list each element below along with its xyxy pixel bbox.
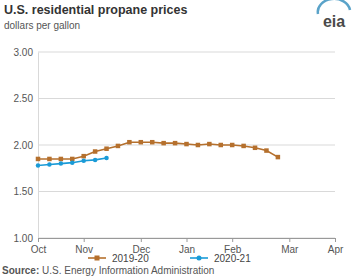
x-tick-mark (187, 238, 188, 242)
y-tick-label: 2.00 (14, 140, 34, 151)
x-tick: Nov (75, 238, 93, 255)
legend-label: 2019-20 (112, 253, 149, 264)
logo-arc (318, 0, 350, 14)
legend: 2019-20 2020-21 (88, 253, 251, 264)
series-0 (36, 140, 280, 161)
grid (38, 52, 335, 238)
x-tick: Mar (281, 238, 299, 255)
x-tick-mark (84, 238, 85, 242)
y-tick-label: 2.50 (14, 93, 34, 104)
grid-line (38, 191, 335, 192)
x-tick-label: Apr (328, 244, 344, 255)
x-tick-mark (232, 238, 233, 242)
chart: U.S. residential propane prices dollars p… (0, 0, 354, 279)
series-line (38, 142, 278, 159)
series-marker (196, 143, 201, 148)
x-tick-mark (289, 238, 290, 242)
series-marker (81, 159, 86, 164)
series-marker (230, 143, 235, 148)
series-marker (59, 161, 64, 166)
series-marker (47, 157, 52, 162)
x-tick-mark (335, 238, 336, 242)
series-marker (264, 148, 269, 153)
grid-line (38, 98, 335, 99)
y-axis-line (38, 53, 39, 239)
series-marker (81, 154, 86, 159)
y-tick-label: 3.00 (14, 47, 34, 58)
x-tick-mark (38, 238, 39, 242)
y-axis: 1.00 1.50 2.00 2.50 3.00 (14, 47, 39, 244)
series-marker (93, 149, 98, 154)
series-marker (104, 146, 109, 151)
y-tick-label: 1.50 (14, 186, 34, 197)
logo-text: eia (323, 13, 345, 30)
y-tick: 2.00 (14, 140, 38, 151)
logo: eia (318, 0, 350, 30)
plot-area (36, 140, 280, 168)
chart-container: U.S. residential propane prices dollars p… (0, 0, 354, 279)
series-marker (93, 158, 98, 163)
series-marker (161, 141, 166, 146)
x-tick-label: Mar (281, 244, 299, 255)
x-tick-mark (141, 238, 142, 242)
series-marker (36, 157, 41, 162)
grid-line (38, 52, 335, 53)
x-tick: Jan (179, 238, 195, 255)
legend-marker (95, 256, 100, 261)
y-tick: 1.00 (14, 233, 38, 244)
series-marker (47, 162, 52, 167)
series-1 (36, 156, 109, 168)
x-axis: OctNovDecJanFebMarApr (31, 238, 344, 255)
legend-item: 2019-20 (88, 253, 149, 264)
legend-item: 2020-21 (190, 253, 251, 264)
x-tick-label: Jan (179, 244, 195, 255)
y-tick: 3.00 (14, 47, 38, 58)
x-tick-label: Nov (75, 244, 93, 255)
series-marker (184, 142, 189, 147)
legend-marker (197, 256, 202, 261)
series-marker (219, 143, 224, 148)
x-tick: Apr (328, 238, 344, 255)
series-marker (36, 163, 41, 168)
legend-label: 2020-21 (214, 253, 251, 264)
series-marker (150, 140, 155, 145)
series-marker (59, 157, 64, 162)
source: Source: U.S. Energy Information Administ… (2, 265, 214, 276)
y-tick: 1.50 (14, 186, 38, 197)
series-marker (104, 156, 109, 161)
series-marker (241, 144, 246, 149)
series-marker (276, 155, 281, 160)
series-marker (139, 140, 144, 145)
y-tick: 2.50 (14, 93, 38, 104)
series-marker (116, 144, 121, 149)
series-marker (70, 160, 75, 165)
y-tick-label: 1.00 (14, 233, 34, 244)
x-tick-label: Oct (31, 244, 47, 255)
title: U.S. residential propane prices (4, 3, 187, 17)
series-marker (173, 141, 178, 146)
x-tick: Oct (31, 238, 47, 255)
series-marker (127, 140, 132, 145)
series-marker (253, 146, 257, 151)
series-marker (207, 142, 212, 147)
subtitle: dollars per gallon (4, 20, 80, 31)
